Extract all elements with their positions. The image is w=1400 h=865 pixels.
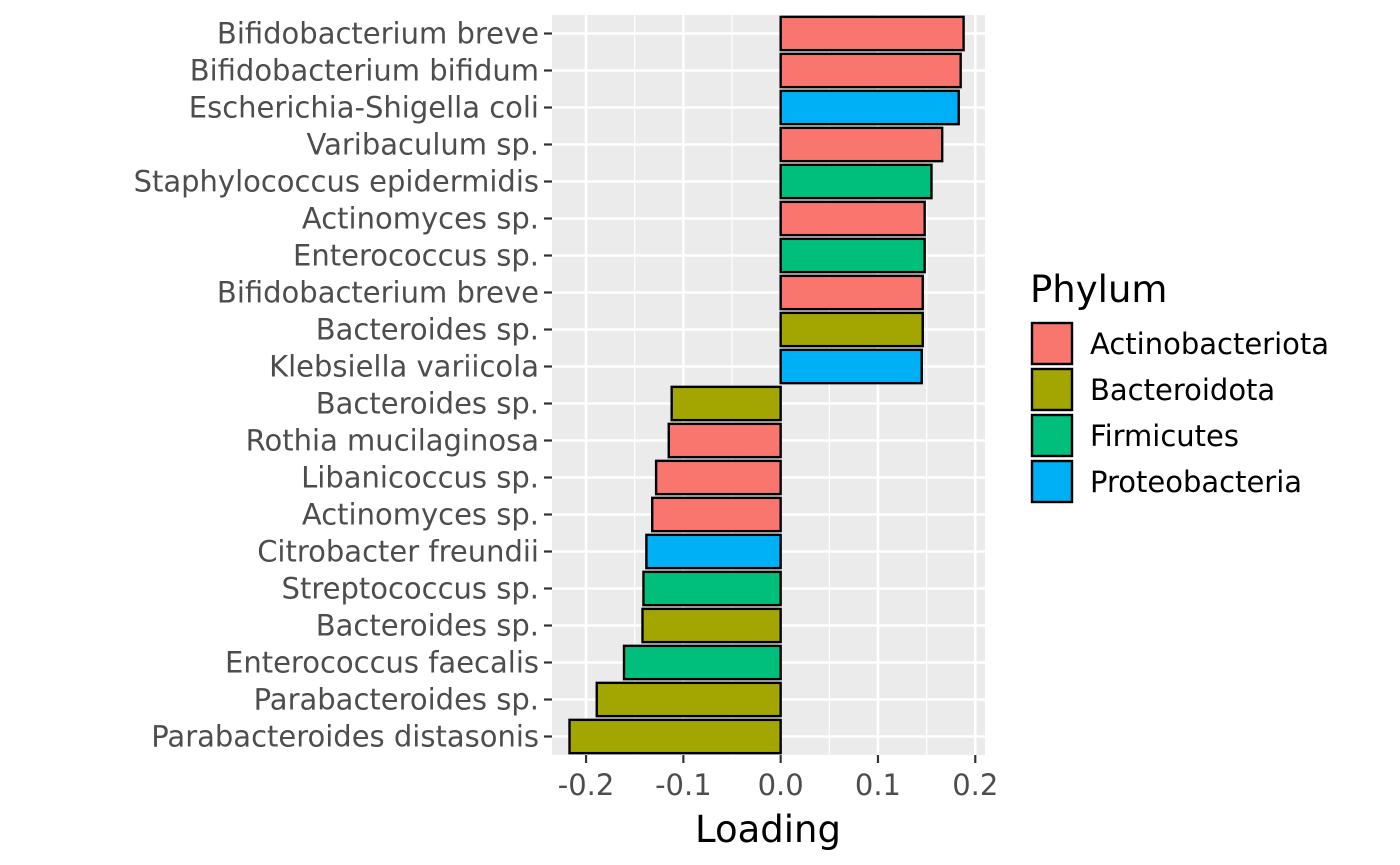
legend-label: Bacteroidota	[1090, 373, 1275, 407]
x-tick-label: 0.2	[952, 768, 998, 802]
bar	[651, 496, 782, 533]
y-tick-label: Enterococcus faecalis	[225, 646, 539, 680]
y-tick-label: Actinomyces sp.	[302, 498, 539, 532]
bar	[779, 52, 962, 89]
y-tick-label: Rothia mucilaginosa	[246, 424, 539, 458]
x-tick-label: 0.0	[758, 768, 804, 802]
legend-key	[1030, 367, 1074, 412]
bar	[667, 422, 782, 459]
y-tick-label: Bacteroides sp.	[316, 609, 539, 643]
bar	[779, 15, 965, 52]
y-tick-label: Parabacteroides sp.	[254, 683, 539, 717]
bar	[641, 607, 782, 644]
panel-background	[552, 15, 985, 755]
legend-label: Actinobacteriota	[1090, 327, 1329, 361]
bar	[645, 533, 782, 570]
y-tick-label: Streptococcus sp.	[282, 572, 539, 606]
legend-key	[1030, 459, 1074, 504]
y-tick-label: Bifidobacterium breve	[217, 17, 539, 51]
y-tick-label: Citrobacter freundii	[257, 535, 539, 569]
legend-key	[1030, 321, 1074, 366]
legend: Phylum Actinobacteriota Bacteroidota Firmi…	[1030, 268, 1329, 504]
y-tick-label: Bacteroides sp.	[316, 313, 539, 347]
legend-title: Phylum	[1030, 268, 1167, 311]
bar	[779, 89, 960, 126]
bar	[670, 385, 782, 422]
legend-label: Firmicutes	[1090, 419, 1239, 453]
bar	[779, 163, 933, 200]
x-tick-label: 0.1	[855, 768, 901, 802]
x-axis: -0.2 -0.1 0.0 0.1 0.2	[558, 755, 998, 802]
y-tick-label: Staphylococcus epidermidis	[134, 165, 539, 199]
bar	[595, 681, 782, 718]
bar	[622, 644, 782, 681]
y-tick-label: Bifidobacterium breve	[217, 276, 539, 310]
bar	[642, 570, 782, 607]
legend-items: Actinobacteriota Bacteroidota Firmicutes Pr…	[1030, 321, 1329, 504]
y-tick-label: Varibaculum sp.	[307, 128, 539, 162]
x-tick-label: -0.1	[655, 768, 712, 802]
legend-label: Proteobacteria	[1090, 465, 1302, 499]
y-tick-label: Actinomyces sp.	[302, 202, 539, 236]
bar	[779, 126, 944, 163]
y-tick-label: Libanicoccus sp.	[301, 461, 539, 495]
bar	[779, 237, 926, 274]
bar	[654, 459, 782, 496]
bar	[779, 200, 926, 237]
y-tick-label: Bacteroides sp.	[316, 387, 539, 421]
legend-key	[1030, 413, 1074, 458]
y-tick-label: Parabacteroides distasonis	[151, 720, 539, 754]
bar	[568, 718, 782, 755]
y-tick-label: Bifidobacterium bifidum	[190, 54, 539, 88]
y-tick-label: Enterococcus sp.	[293, 239, 539, 273]
y-tick-label: Klebsiella variicola	[269, 350, 539, 384]
x-tick-label: -0.2	[558, 768, 615, 802]
bar	[779, 311, 924, 348]
y-tick-label: Escherichia-Shigella coli	[189, 91, 539, 125]
x-axis-title: Loading	[695, 808, 841, 851]
bars	[568, 15, 965, 755]
bar	[779, 274, 924, 311]
bar	[779, 348, 923, 385]
